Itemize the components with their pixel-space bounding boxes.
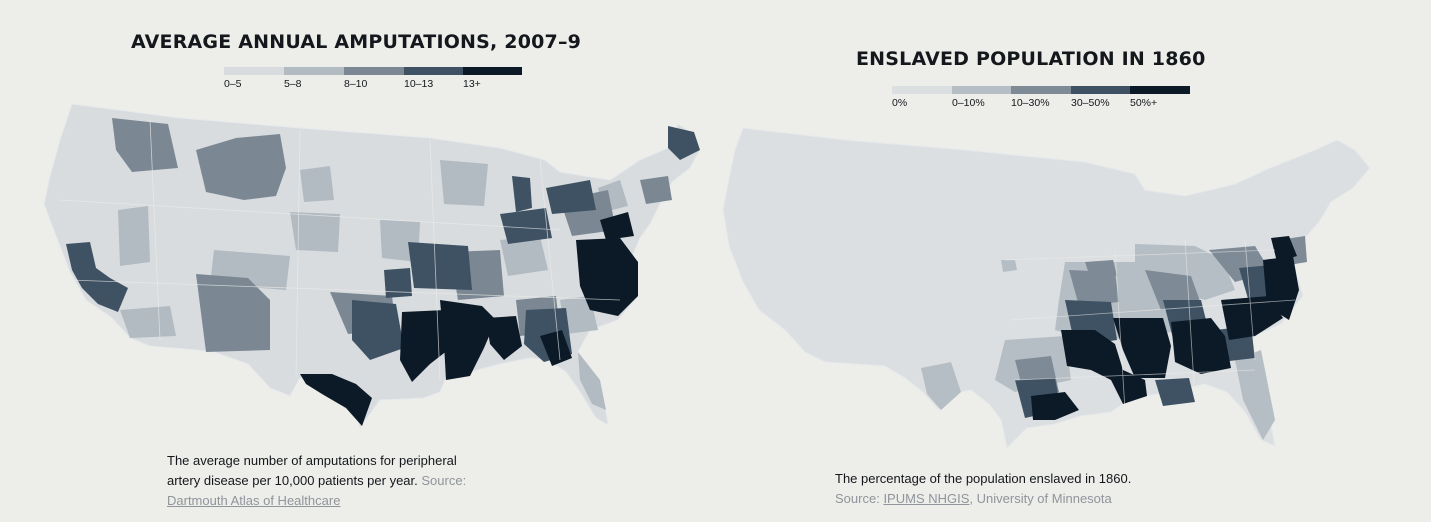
legend-label: 5–8 — [284, 78, 302, 90]
legend-swatch — [224, 67, 284, 75]
legend-label: 8–10 — [344, 78, 368, 90]
amputations-region-13-plus — [300, 212, 638, 426]
legend-swatch — [1130, 86, 1190, 94]
legend-item: 13+ — [463, 67, 522, 93]
source-suffix: , University of Minnesota — [969, 491, 1112, 506]
legend-label: 13+ — [463, 78, 481, 90]
legend-item: 8–10 — [344, 67, 404, 93]
enslaved-panel: ENSLAVED POPULATION IN 1860 0% 0–10% 10–… — [715, 0, 1431, 522]
enslaved-map-title: ENSLAVED POPULATION IN 1860 — [856, 48, 1206, 70]
legend-swatch — [892, 86, 952, 94]
legend-swatch — [463, 67, 522, 75]
legend-label: 10–13 — [404, 78, 434, 90]
legend-label: 50%+ — [1130, 97, 1158, 109]
enslaved-us-map — [722, 127, 1371, 450]
legend-label: 10–30% — [1011, 97, 1050, 109]
enslaved-region-50-plus — [1031, 236, 1299, 420]
amputations-us-map — [43, 103, 701, 430]
legend-item: 10–30% — [1011, 86, 1071, 112]
enslaved-region-borders — [1004, 239, 1296, 411]
source-label: Source: — [421, 473, 467, 488]
legend-item: 10–13 — [404, 67, 463, 93]
legend-label: 30–50% — [1071, 97, 1110, 109]
enslaved-caption: The percentage of the population enslave… — [835, 469, 1315, 509]
legend-swatch — [952, 86, 1011, 94]
caption-line: The percentage of the population enslave… — [835, 471, 1132, 486]
legend-swatch — [284, 67, 344, 75]
legend-item: 30–50% — [1071, 86, 1130, 112]
source-label: Source: — [835, 491, 880, 506]
legend-item: 50%+ — [1130, 86, 1190, 112]
amputations-region-borders — [59, 119, 621, 381]
legend-swatch — [344, 67, 404, 75]
legend-item: 0–10% — [952, 86, 1011, 112]
legend-swatch — [1071, 86, 1130, 94]
caption-line: artery disease per 10,000 patients per y… — [167, 473, 418, 488]
amputations-legend: 0–5 5–8 8–10 10–13 13+ — [224, 67, 522, 93]
legend-label: 0–5 — [224, 78, 242, 90]
source-link-ipums[interactable]: IPUMS NHGIS — [883, 491, 970, 506]
enslaved-legend: 0% 0–10% 10–30% 30–50% 50%+ — [892, 86, 1190, 112]
legend-item: 5–8 — [284, 67, 344, 93]
caption-line: The average number of amputations for pe… — [167, 453, 457, 468]
legend-swatch — [404, 67, 463, 75]
amputations-caption: The average number of amputations for pe… — [167, 451, 567, 511]
legend-swatch — [1011, 86, 1071, 94]
amputations-panel: AVERAGE ANNUAL AMPUTATIONS, 2007–9 0–5 5… — [0, 0, 715, 522]
source-link-dartmouth[interactable]: Dartmouth Atlas of Healthcare — [167, 493, 341, 508]
legend-item: 0% — [892, 86, 952, 112]
amputations-map-title: AVERAGE ANNUAL AMPUTATIONS, 2007–9 — [131, 31, 582, 53]
legend-label: 0% — [892, 97, 908, 109]
legend-item: 0–5 — [224, 67, 284, 93]
legend-label: 0–10% — [952, 97, 985, 109]
